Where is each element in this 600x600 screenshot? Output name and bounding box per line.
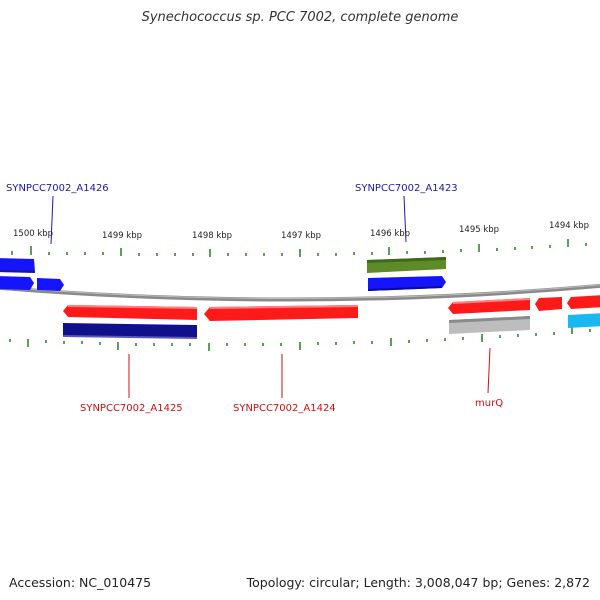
scale-label: 1495 kbp [459,225,499,235]
scale-label: 1494 kbp [549,221,589,231]
lower-tick-row [9,326,591,351]
scale-label: 1497 kbp [281,231,321,241]
cds-feature [63,323,197,338]
scale-label: 1498 kbp [192,231,232,241]
gene-feature [567,295,600,309]
gene-murQ[interactable] [448,298,530,334]
genome-summary-text: Topology: circular; Length: 3,008,047 bp… [246,575,590,590]
gene-label-A1424[interactable]: SYNPCC7002_A1424 [233,403,336,414]
cds-feature [568,313,600,328]
gene-label-murQ[interactable]: murQ [475,398,503,409]
leader-lines [50,195,491,398]
feature-right-edge[interactable] [535,295,600,328]
gene-label-A1425[interactable]: SYNPCC7002_A1425 [80,403,183,414]
gene-label-A1426[interactable]: SYNPCC7002_A1426 [6,183,109,194]
gene-feature [63,305,197,320]
map-title: Synechococcus sp. PCC 7002, complete gen… [141,10,459,25]
accession-text: Accession: NC_010475 [9,575,152,590]
gene-feature [535,297,562,311]
scale-labels: 1500 kbp 1499 kbp 1498 kbp 1497 kbp 1496… [13,221,589,241]
gene-feature [0,258,35,272]
gene-feature [37,278,64,291]
gene-A1425[interactable] [63,305,197,339]
gene-label-A1423[interactable]: SYNPCC7002_A1423 [355,183,458,194]
scale-label: 1496 kbp [370,229,410,239]
scale-label: 1499 kbp [102,231,142,241]
gene-A1424[interactable] [204,305,358,321]
gene-A1423[interactable] [367,257,446,291]
gene-feature [0,276,34,290]
gene-feature [204,305,358,321]
gene-labels: SYNPCC7002_A1426 SYNPCC7002_A1423 SYNPCC… [6,183,503,414]
upper-tick-row [11,239,587,257]
scale-label: 1500 kbp [13,229,53,239]
feature-left-edge[interactable] [0,258,64,291]
genome-backbone [0,283,600,302]
